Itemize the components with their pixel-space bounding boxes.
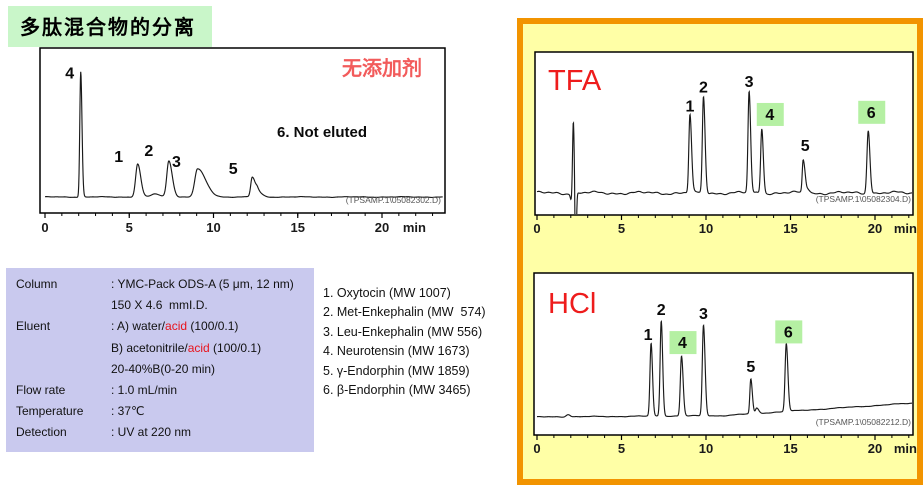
svg-text:5: 5 <box>229 161 238 178</box>
condition-label: Column <box>16 277 58 291</box>
svg-text:0: 0 <box>533 441 540 456</box>
condition-value: : 1.0 mL/min <box>111 383 178 398</box>
svg-text:min: min <box>403 220 426 235</box>
table-row: Temperature : 37℃ <box>6 401 314 422</box>
svg-text:3: 3 <box>745 74 754 91</box>
svg-text:4: 4 <box>678 335 687 352</box>
svg-text:0: 0 <box>41 220 48 235</box>
condition-value: : YMC-Pack ODS-A (5 μm, 12 nm) <box>111 277 294 291</box>
list-item: 1. Oxytocin (MW 1007) <box>323 286 451 300</box>
peptide-list: 1. Oxytocin (MW 1007) 2. Met-Enkephalin … <box>323 284 486 400</box>
svg-text:TFA: TFA <box>548 65 602 97</box>
svg-text:4: 4 <box>765 107 774 124</box>
condition-value: 150 X 4.6 mmI.D. <box>111 298 208 313</box>
svg-text:6: 6 <box>867 105 876 122</box>
svg-text:10: 10 <box>699 221 713 236</box>
svg-text:min: min <box>894 441 917 456</box>
svg-text:4: 4 <box>65 66 74 83</box>
condition-value: B) acetonitrile/acid (100/0.1) <box>111 340 262 355</box>
svg-text:20: 20 <box>375 220 389 235</box>
svg-text:(TPSAMP.1\05082304.D): (TPSAMP.1\05082304.D) <box>816 194 911 204</box>
condition-value: 20-40%B(0-20 min) <box>111 361 216 376</box>
condition-label <box>6 338 111 359</box>
table-row: B) acetonitrile/acid (100/0.1) <box>6 338 314 359</box>
conditions-table: Column : YMC-Pack ODS-A (5 μm, 12 nm) 15… <box>6 268 314 452</box>
page-title: 多肽混合物的分离 <box>8 6 212 47</box>
condition-label <box>6 359 111 380</box>
list-item: 5. γ-Endorphin (MW 1859) <box>323 363 470 378</box>
condition-value: : 37℃ <box>111 404 145 419</box>
svg-text:2: 2 <box>657 302 666 319</box>
list-item: 3. Leu-Enkephalin (MW 556) <box>323 324 483 339</box>
condition-label: Eluent <box>16 319 51 334</box>
svg-text:10: 10 <box>699 441 713 456</box>
svg-text:20: 20 <box>868 221 882 236</box>
acid-highlight: acid <box>187 340 210 355</box>
svg-text:15: 15 <box>783 441 797 456</box>
svg-text:10: 10 <box>206 220 220 235</box>
list-item: 6. β-Endorphin (MW 3465) <box>323 383 471 398</box>
svg-text:2: 2 <box>699 80 708 97</box>
svg-text:(TPSAMP.1\05082302.D): (TPSAMP.1\05082302.D) <box>346 195 441 205</box>
svg-text:(TPSAMP.1\05082212.D): (TPSAMP.1\05082212.D) <box>816 417 911 427</box>
svg-text:20: 20 <box>868 441 882 456</box>
svg-text:5: 5 <box>618 441 625 456</box>
svg-text:15: 15 <box>783 221 797 236</box>
acid-highlight: acid <box>165 319 188 334</box>
svg-text:3: 3 <box>172 154 181 171</box>
condition-value: : UV at 220 nm <box>111 425 192 440</box>
svg-text:1: 1 <box>685 98 694 115</box>
table-row: 20-40%B(0-20 min) <box>6 359 314 380</box>
condition-label: Flow rate <box>16 383 66 398</box>
condition-label <box>6 295 111 316</box>
svg-text:5: 5 <box>126 220 133 235</box>
table-row: 150 X 4.6 mmI.D. <box>6 295 314 316</box>
svg-text:5: 5 <box>618 221 625 236</box>
condition-label: Detection <box>16 425 67 440</box>
svg-text:1: 1 <box>644 327 653 344</box>
table-row: Column : YMC-Pack ODS-A (5 μm, 12 nm) <box>6 274 314 295</box>
condition-value: : A) water/acid (100/0.1) <box>111 319 239 334</box>
table-row: Flow rate : 1.0 mL/min <box>6 380 314 401</box>
svg-text:HCl: HCl <box>548 288 596 320</box>
svg-text:min: min <box>894 221 917 236</box>
list-item: 4. Neurotensin (MW 1673) <box>323 344 470 359</box>
svg-text:5: 5 <box>746 359 755 376</box>
svg-text:15: 15 <box>291 220 305 235</box>
condition-label: Temperature <box>16 404 84 419</box>
svg-text:6. Not eluted: 6. Not eluted <box>277 124 367 141</box>
svg-text:2: 2 <box>144 143 153 160</box>
table-row: Detection : UV at 220 nm <box>6 422 314 443</box>
svg-text:1: 1 <box>114 149 123 166</box>
svg-text:6: 6 <box>784 324 793 341</box>
svg-text:5: 5 <box>801 138 810 155</box>
svg-text:无添加剂: 无添加剂 <box>342 56 422 80</box>
svg-text:0: 0 <box>533 221 540 236</box>
table-row: Eluent : A) water/acid (100/0.1) <box>6 316 314 337</box>
chromatogram-no-additive: 0 5 10 15 20 min 4 1 2 3 5 无添加剂 6. Not eluted (TPSAMP… <box>39 47 446 235</box>
list-item: 2. Met-Enkephalin (MW 574) <box>323 305 486 320</box>
svg-text:3: 3 <box>699 306 708 323</box>
